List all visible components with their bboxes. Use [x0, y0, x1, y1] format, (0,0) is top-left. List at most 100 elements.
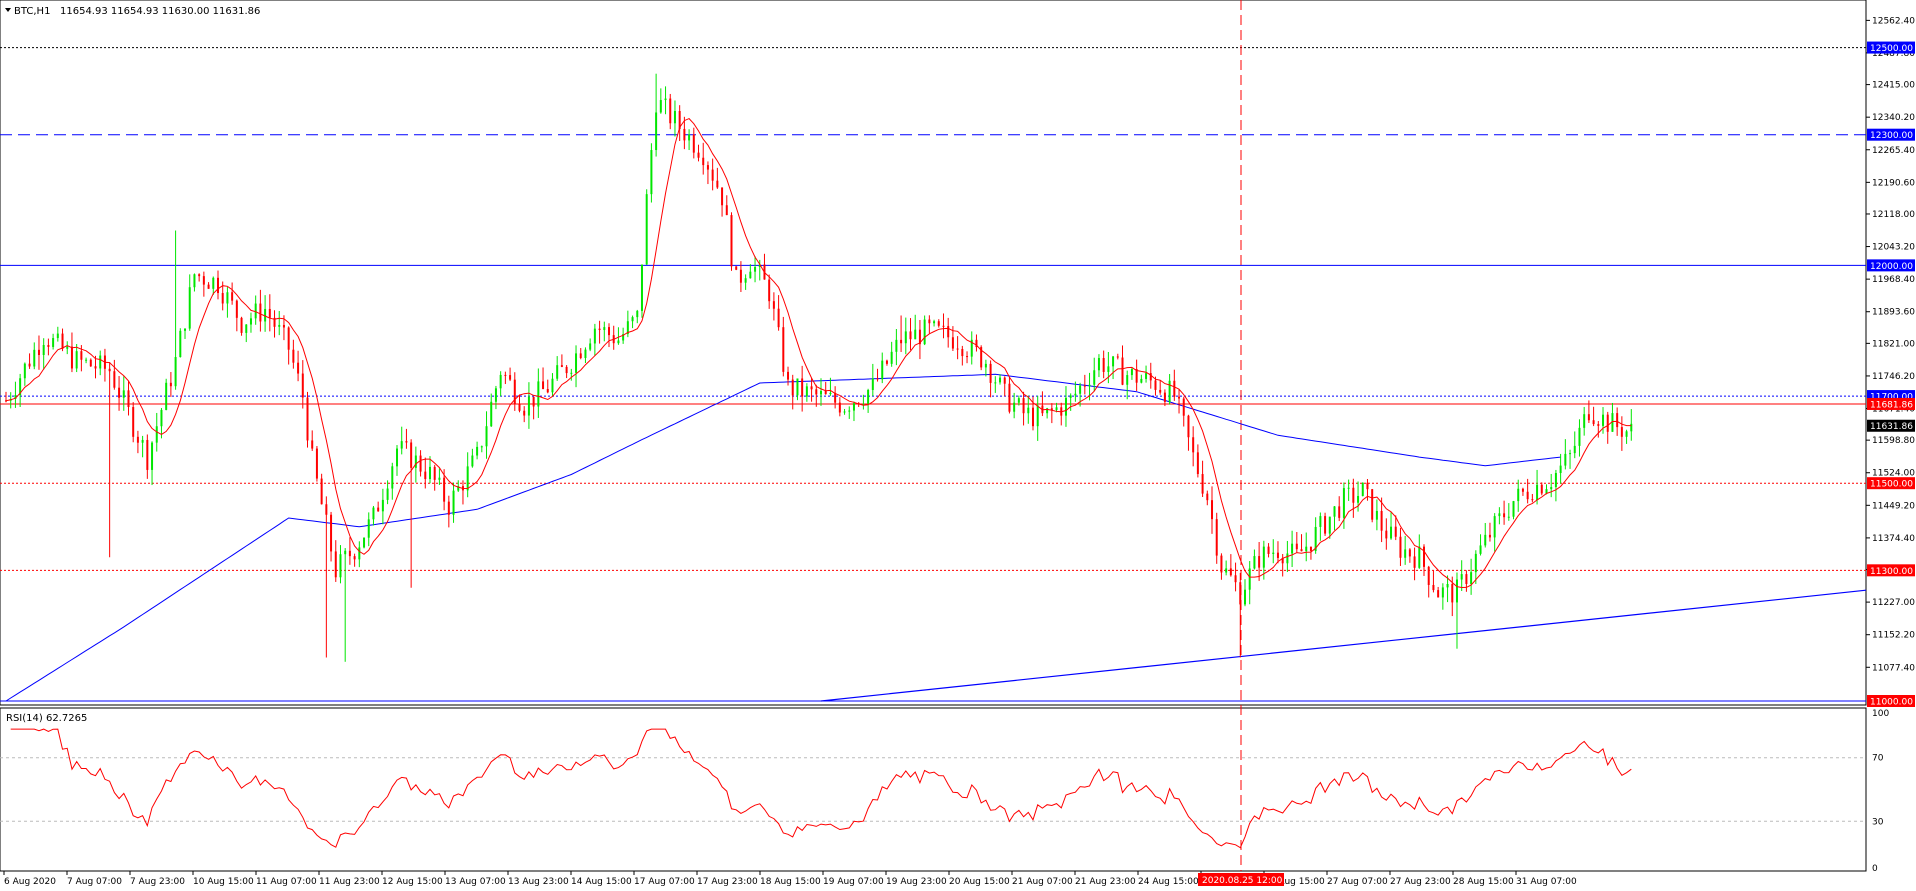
candle: [1597, 420, 1600, 438]
price-tick-label: 11893.60: [1872, 308, 1915, 318]
candle-body: [650, 150, 653, 195]
candle-body: [1554, 473, 1557, 488]
candle-body: [410, 442, 413, 468]
candle: [1107, 351, 1110, 384]
price-tag-label: 12000.00: [1870, 262, 1913, 272]
candle: [264, 295, 267, 332]
candle: [579, 348, 582, 360]
candle: [1305, 532, 1308, 562]
candle-body: [282, 324, 285, 328]
candle-body: [626, 321, 629, 335]
candle-body: [184, 328, 187, 331]
candle-body: [1423, 546, 1426, 567]
candle-body: [268, 308, 271, 318]
candle-body: [1474, 553, 1477, 573]
candle: [1253, 549, 1256, 570]
price-tick-label: 12487.80: [1872, 49, 1915, 59]
price-tick-label: 11449.20: [1872, 501, 1915, 511]
candle-body: [692, 134, 695, 153]
candle-body: [212, 277, 215, 289]
dropdown-triangle-icon[interactable]: [5, 8, 11, 12]
candle: [782, 316, 785, 377]
time-tick-label: 13 Aug 07:00: [445, 877, 506, 887]
candle: [1394, 515, 1397, 541]
candle: [650, 143, 653, 203]
candle: [1536, 469, 1539, 505]
price-tag: 12500.00: [1867, 41, 1915, 54]
candle-body: [579, 353, 582, 359]
candle-body: [966, 356, 969, 358]
candle-body: [1314, 526, 1317, 551]
candle: [1281, 553, 1284, 577]
candle: [966, 351, 969, 364]
candle: [1404, 535, 1407, 565]
candle: [542, 367, 545, 390]
fast-ma-line: [5, 118, 1632, 589]
price-tag: 11500.00: [1867, 477, 1915, 490]
candle-body: [820, 390, 822, 395]
candle-body: [1055, 407, 1058, 410]
price-tag: 11300.00: [1867, 564, 1915, 577]
candle-body: [1371, 489, 1374, 520]
candle: [457, 480, 460, 492]
candle: [226, 287, 229, 318]
candle-body: [1013, 402, 1016, 412]
candle-body: [1526, 491, 1529, 500]
candle: [56, 326, 59, 342]
candle: [1211, 486, 1214, 534]
candle-body: [1239, 582, 1242, 605]
candle-body: [1437, 590, 1440, 598]
candle: [433, 464, 436, 491]
candle: [278, 311, 281, 336]
candle: [871, 363, 874, 397]
candle-body: [188, 287, 191, 329]
candle-body: [226, 292, 229, 304]
price-tick-label: 11374.40: [1872, 534, 1915, 544]
candle: [504, 371, 507, 385]
price-tag-bg: [1867, 477, 1915, 490]
candle: [1234, 562, 1237, 592]
candle: [330, 511, 333, 562]
candle-body: [1192, 437, 1195, 453]
candle: [1488, 522, 1491, 542]
candle: [94, 355, 97, 379]
candle-body: [1479, 545, 1482, 554]
candle: [1036, 395, 1039, 441]
candle: [810, 377, 813, 402]
candle: [532, 396, 535, 420]
candle: [1163, 389, 1166, 407]
candle: [824, 381, 827, 395]
candle-body: [1521, 488, 1524, 492]
candle: [801, 365, 804, 412]
candle-body: [61, 333, 64, 349]
candle: [141, 435, 144, 458]
candle-body: [1031, 407, 1034, 427]
candle-body: [1159, 389, 1162, 393]
candle-body: [838, 402, 841, 413]
time-tick-label: 17 Aug 07:00: [634, 877, 695, 887]
candle-body: [151, 442, 154, 470]
candle: [311, 430, 314, 451]
candle-body: [810, 386, 813, 390]
candle: [471, 448, 474, 468]
candle-body: [1305, 546, 1308, 552]
candle-body: [688, 134, 691, 141]
price-tag-label: 11500.00: [1870, 480, 1913, 490]
candle: [1182, 396, 1185, 427]
support-trendline[interactable]: [820, 589, 1867, 702]
candle: [918, 319, 921, 360]
candle-body: [739, 269, 742, 283]
candle: [551, 373, 554, 397]
time-axis: 6 Aug 2020 7 Aug 07:00 7 Aug 23:00 10 Aug 1…: [3, 871, 1577, 887]
candle-body: [895, 339, 898, 352]
candle-body: [433, 466, 436, 480]
candle: [546, 379, 549, 394]
candle-body: [584, 349, 587, 359]
candle-body: [805, 386, 808, 397]
candle-body: [485, 426, 488, 447]
candle-body: [1578, 427, 1581, 446]
candle-body: [273, 317, 276, 327]
candle-body: [1470, 572, 1473, 584]
